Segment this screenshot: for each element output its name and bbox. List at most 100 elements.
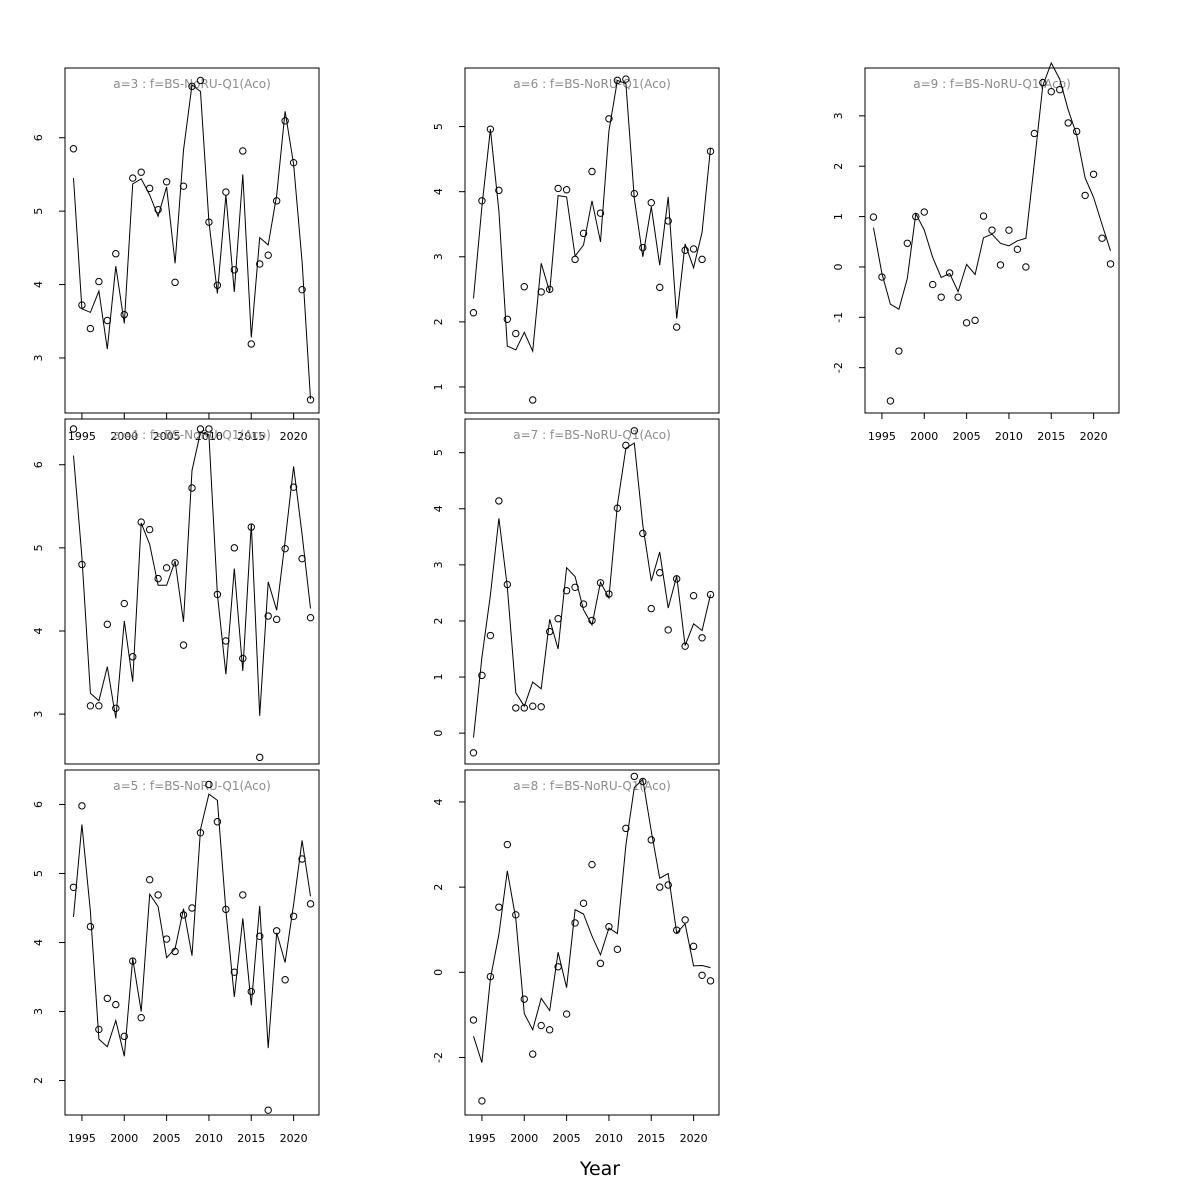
observed-point [306,613,315,622]
observed-point [529,1050,537,1058]
observed-point [689,592,698,600]
observed-point [120,599,128,608]
observed-point [162,178,171,186]
observed-point [639,243,647,252]
observed-point [171,947,179,956]
y-tick-label: 2 [32,1077,45,1084]
observed-point [1056,85,1064,94]
observed-point [639,529,647,538]
observed-point [247,987,255,996]
observed-point [469,309,478,317]
plot-frame [464,418,720,765]
x-tick-label: 2010 [595,1132,623,1145]
observed-point [179,182,188,190]
observed-point [120,1032,128,1041]
y-tick-label: 0 [432,730,445,737]
observed-point [630,772,639,781]
observed-point [588,167,596,176]
y-tick-label: 5 [32,870,45,877]
observed-point [162,564,171,572]
observed-point [869,213,878,221]
fitted-series-line [473,442,711,738]
observed-point [681,916,689,924]
observed-point [672,926,681,934]
y-tick-label: 5 [32,544,45,551]
plot-frame [864,67,1120,414]
observed-point [945,269,954,277]
observed-point [1081,191,1089,200]
observed-point [579,899,588,908]
x-tick-label: 2005 [553,1132,581,1145]
observed-point [272,927,281,935]
observed-point [78,560,86,569]
observed-point [706,147,715,156]
observed-point [588,860,596,869]
observed-point [554,184,562,193]
observed-point [886,397,895,405]
observed-point [298,554,306,563]
observed-point [520,283,528,291]
observed-point [486,972,495,981]
observed-point [979,212,988,220]
observed-point [613,945,622,954]
x-tick-label: 2015 [637,1132,665,1145]
fitted-series-line [73,83,311,400]
observed-point [213,281,222,289]
observed-point [622,75,630,83]
observed-point [647,836,655,844]
observed-point [281,976,289,984]
observed-point [520,995,528,1003]
y-tick-label: 2 [432,884,445,891]
observed-point [1039,78,1047,87]
observed-point [895,347,903,355]
observed-point [996,261,1005,269]
observed-point [1047,87,1055,96]
observed-point [289,483,298,491]
observed-point [129,653,137,661]
observed-point [656,883,664,891]
observed-point [213,818,222,826]
observed-point [579,229,588,238]
plot-frame [464,769,720,1116]
observed-point [272,197,281,205]
x-axis-label: Year [579,1158,621,1180]
observed-point [903,239,912,247]
plot-frame [64,769,320,1116]
panel-title: a=4 : f=BS-NoRU-Q1(Aco) [113,428,271,442]
observed-point [103,994,112,1003]
observed-point [545,627,554,636]
observed-point [630,427,639,435]
observed-point [86,324,95,333]
observed-point [95,1025,103,1034]
x-tick-label: 1995 [868,430,896,443]
x-tick-label: 2000 [510,1132,538,1145]
observed-point [78,802,86,810]
observed-point [205,780,213,789]
plot-frame [64,67,320,414]
observed-point [486,631,495,640]
observed-point [230,544,239,552]
x-tick-label: 1995 [468,1132,496,1145]
y-tick-label: 2 [432,617,445,624]
observed-point [1022,263,1030,271]
observed-point [545,285,554,294]
observed-point [664,626,672,634]
observed-point [205,218,213,226]
observed-point [298,285,306,294]
observed-point [95,702,103,710]
observed-point [920,208,928,216]
x-tick-label: 2010 [195,1132,223,1145]
observed-point [239,654,247,663]
x-tick-label: 2005 [953,430,981,443]
observed-point [478,671,486,680]
observed-point [306,900,315,908]
observed-point [171,278,179,287]
observed-point [698,971,706,979]
x-tick-label: 2020 [280,430,308,443]
observed-point [112,250,120,258]
observed-point [689,245,698,253]
observed-point [272,615,281,624]
y-tick-label: 1 [432,383,445,390]
x-tick-label: 2020 [680,1132,708,1145]
observed-point [706,977,715,985]
